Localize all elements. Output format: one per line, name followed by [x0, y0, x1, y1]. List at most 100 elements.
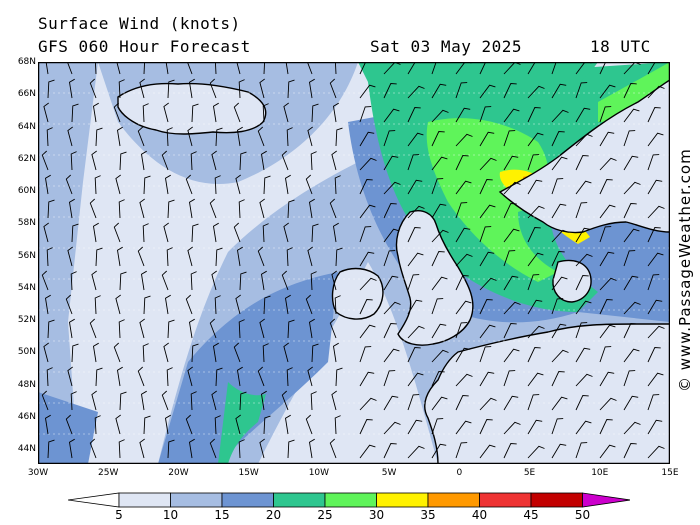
wind-barb: [551, 349, 569, 363]
scale-segment: [324, 492, 377, 508]
field-strong-biscay: [218, 382, 266, 464]
wind-barb: [165, 414, 171, 435]
lat-label: 56N: [17, 250, 36, 261]
wind-barb: [455, 133, 473, 147]
wind-barb: [215, 127, 223, 147]
wind-barb: [383, 155, 399, 171]
wind-barb: [238, 439, 245, 459]
wind-barb: [165, 174, 171, 195]
wind-barb: [551, 443, 567, 459]
wind-barb: [551, 203, 567, 219]
wind-barb: [239, 391, 247, 411]
wind-barb: [161, 390, 169, 411]
wind-barb: [334, 295, 341, 315]
wind-map: [38, 62, 670, 464]
scale-label: 15: [214, 508, 230, 522]
wind-barb: [623, 228, 640, 243]
wind-barb: [215, 367, 223, 387]
lon-label: 5W: [381, 468, 397, 478]
wind-barb: [503, 275, 519, 291]
wind-barb: [190, 271, 197, 291]
wind-barb: [407, 154, 420, 171]
wind-barb: [479, 204, 496, 219]
wind-barb: [261, 270, 267, 291]
wind-barb: [214, 415, 221, 435]
wind-barb: [527, 62, 536, 75]
scale-segment: [170, 492, 223, 508]
wind-barb: [71, 343, 79, 363]
wind-barb: [575, 107, 591, 123]
wind-barb: [285, 62, 289, 75]
wind-barb: [599, 277, 617, 291]
wind-barb: [383, 421, 401, 435]
wind-barb: [143, 62, 146, 75]
wind-barb: [575, 322, 588, 339]
wind-barb: [334, 415, 341, 435]
wind-barb: [527, 179, 543, 195]
wind-barb: [503, 130, 516, 147]
field-very-strong-2: [598, 62, 670, 122]
wind-barb: [94, 62, 97, 75]
wind-barb: [407, 252, 424, 267]
wind-barb: [527, 107, 541, 123]
wind-barb: [407, 205, 425, 219]
wind-barb: [43, 102, 49, 123]
wind-barb: [115, 294, 121, 315]
wind-barb: [309, 198, 315, 219]
wind-barb: [331, 270, 337, 291]
wind-barb: [329, 198, 337, 219]
wind-barb: [431, 418, 444, 435]
wind-barb: [261, 390, 267, 411]
wind-barb: [431, 323, 447, 339]
wind-barb: [257, 366, 265, 387]
wind-barb: [45, 414, 51, 435]
wind-barb: [238, 79, 245, 99]
wind-barb: [283, 222, 289, 243]
wind-barb: [455, 180, 472, 195]
wind-barb: [647, 62, 656, 75]
wind-barb: [359, 397, 377, 411]
wind-barb: [47, 199, 55, 219]
lon-label: 15E: [661, 468, 679, 478]
wind-barb: [623, 275, 639, 291]
wind-barb: [214, 175, 221, 195]
wind-barb: [623, 323, 637, 339]
wind-barb: [46, 367, 53, 387]
wind-barb: [67, 246, 73, 267]
wind-barb: [407, 419, 423, 435]
wind-barb: [142, 103, 149, 123]
wind-barb: [163, 342, 169, 363]
wind-barb: [599, 371, 615, 387]
wind-barb: [335, 127, 343, 147]
wind-barb: [166, 367, 173, 387]
wind-barb: [93, 342, 99, 363]
wind-barb: [310, 271, 317, 291]
wind-barb: [431, 83, 447, 99]
wind-barb: [359, 204, 376, 219]
wind-barb: [95, 247, 103, 267]
wind-barb: [305, 294, 313, 315]
wind-barb: [455, 373, 473, 387]
wind-barb: [479, 324, 496, 339]
wind-barb: [527, 347, 541, 363]
wind-barb: [407, 132, 424, 147]
wind-barb: [70, 391, 77, 411]
wind-barb: [479, 157, 497, 171]
wind-barb: [262, 223, 269, 243]
wind-barb: [455, 155, 469, 171]
wind-barb: [167, 439, 175, 459]
wind-barb: [599, 226, 612, 243]
wind-barb: [191, 223, 199, 243]
wind-barb: [575, 155, 589, 171]
wind-barb: [209, 78, 217, 99]
wind-barb: [95, 127, 103, 147]
wind-barb: [479, 84, 496, 99]
wind-barb: [139, 438, 145, 459]
wind-barb: [551, 323, 567, 339]
scale-segment: [118, 492, 171, 508]
wind-barb: [263, 62, 266, 75]
wind-barb: [479, 179, 493, 195]
wind-barb: [527, 205, 545, 219]
wind-barb: [479, 371, 495, 387]
wind-barb: [46, 247, 53, 267]
